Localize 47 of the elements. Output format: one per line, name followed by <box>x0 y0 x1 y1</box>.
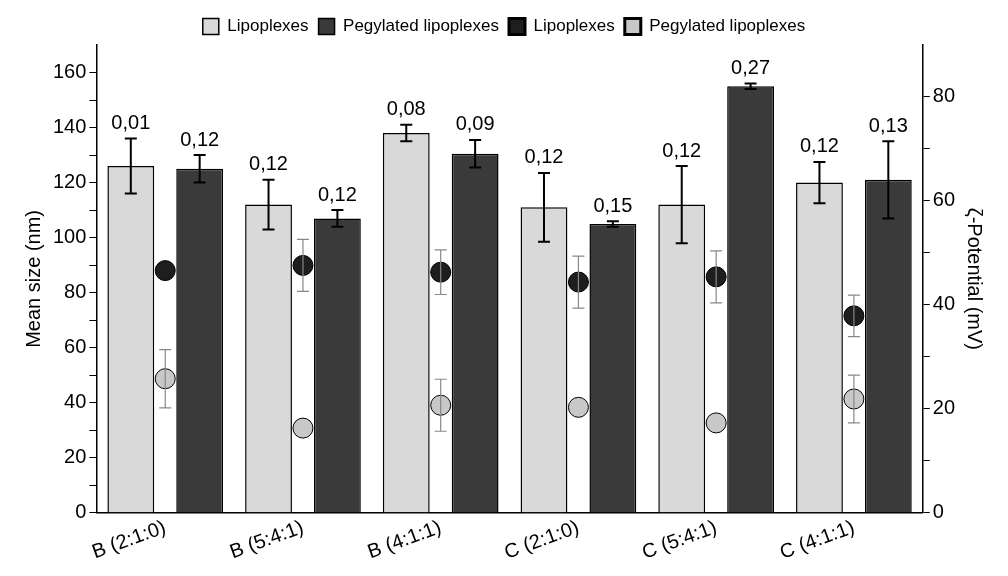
point <box>430 394 452 416</box>
legend-label: Lipoplexes <box>227 16 309 36</box>
x-tick-label: C (2:1:0) <box>501 515 582 563</box>
x-tick-label: B (4:1:1) <box>364 515 444 563</box>
annotation: 0,12 <box>249 152 288 175</box>
y-tick-label: 60 <box>64 335 87 358</box>
annotation: 0,09 <box>455 112 495 135</box>
y2-tick-label: 60 <box>932 188 955 211</box>
y-tick-label: 160 <box>52 60 87 83</box>
y-tick-label: 120 <box>52 170 87 193</box>
point <box>567 396 589 418</box>
point <box>154 368 176 390</box>
legend-label: Pegylated lipoplexes <box>649 16 806 36</box>
x-tick-label: C (5:4:1) <box>638 515 720 563</box>
point <box>705 266 727 288</box>
annotation: 0,13 <box>868 113 908 136</box>
y-tick-label: 0 <box>75 500 87 523</box>
y2-tick-label: 0 <box>932 500 944 523</box>
legend-label: Pegylated lipoplexes <box>343 16 500 36</box>
y2-tick-label: 20 <box>932 396 955 419</box>
x-tick-label: B (2:1:0) <box>88 515 169 563</box>
y2-tick-label: 80 <box>932 84 955 107</box>
annotation: 0,12 <box>524 145 564 168</box>
point <box>292 417 314 439</box>
point <box>430 261 452 283</box>
y2-tick-label: 40 <box>932 292 955 315</box>
x-tick-label: B (5:4:1) <box>226 515 307 563</box>
annotation: 0,12 <box>180 127 220 150</box>
annotation: 0,12 <box>317 182 357 205</box>
y-tick-label: 80 <box>64 280 87 303</box>
annotation: 0,12 <box>799 134 839 157</box>
annotation: 0,08 <box>386 97 426 120</box>
y-tick-label: 100 <box>52 225 87 248</box>
y-tick-label: 20 <box>64 445 87 468</box>
annotation: 0,12 <box>662 138 702 161</box>
point <box>154 260 176 282</box>
legend-label: Lipoplexes <box>533 16 615 36</box>
y-tick-label: 140 <box>52 115 87 138</box>
annotation: 0,15 <box>593 193 633 216</box>
y-tick-label: 40 <box>64 390 87 413</box>
point <box>705 412 727 434</box>
annotation: 0,27 <box>731 56 771 79</box>
y2-axis-title: ζ-Potential (mV) <box>964 207 987 351</box>
point <box>567 271 589 293</box>
annotation: 0,01 <box>111 111 151 134</box>
y-axis-title: Mean size (nm) <box>21 210 44 348</box>
x-tick-label: C (4:1:1) <box>776 515 858 563</box>
